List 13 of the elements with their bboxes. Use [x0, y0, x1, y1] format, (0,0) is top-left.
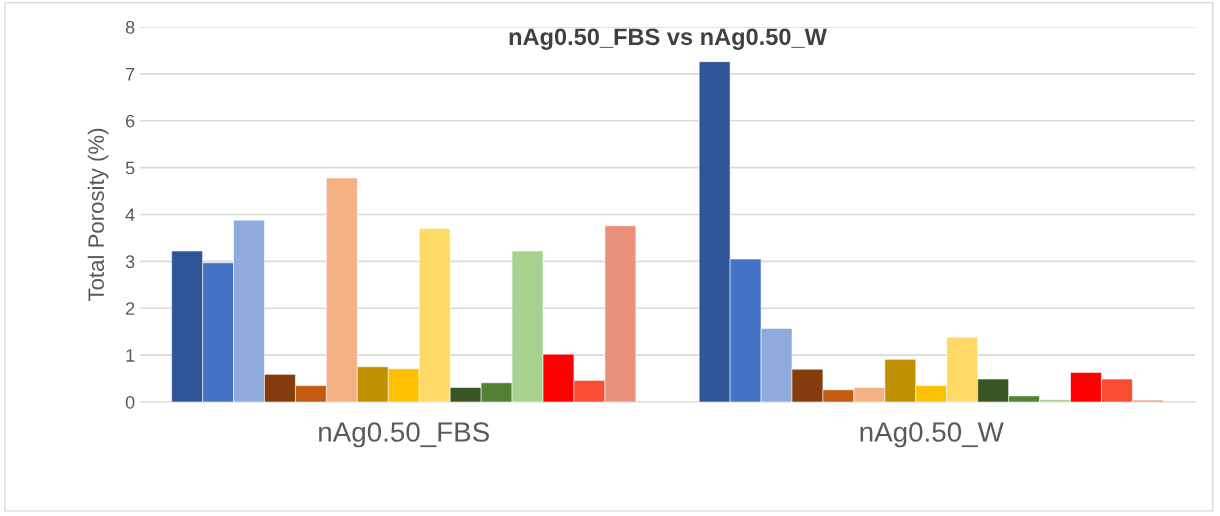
y-tick-label: 1 — [126, 349, 135, 362]
chart-title: nAg0.50_FBS vs nAg0.50_W — [509, 28, 827, 50]
y-tick-label: 5 — [125, 161, 135, 175]
x-tick-label: nAg0.50_W — [860, 422, 1004, 448]
y-axis-title: Total Porosity (%) — [87, 128, 109, 302]
y-tick-label: 6 — [126, 114, 135, 128]
y-tick-label: 4 — [125, 208, 135, 222]
y-tick-label: 8 — [125, 20, 135, 34]
y-tick-label: 2 — [126, 302, 135, 315]
y-tick-label: 0 — [125, 395, 135, 409]
y-tick-label: 7 — [126, 68, 135, 81]
y-tick-label: 3 — [125, 255, 135, 269]
x-tick-label: nAg0.50_FBS — [319, 422, 489, 448]
